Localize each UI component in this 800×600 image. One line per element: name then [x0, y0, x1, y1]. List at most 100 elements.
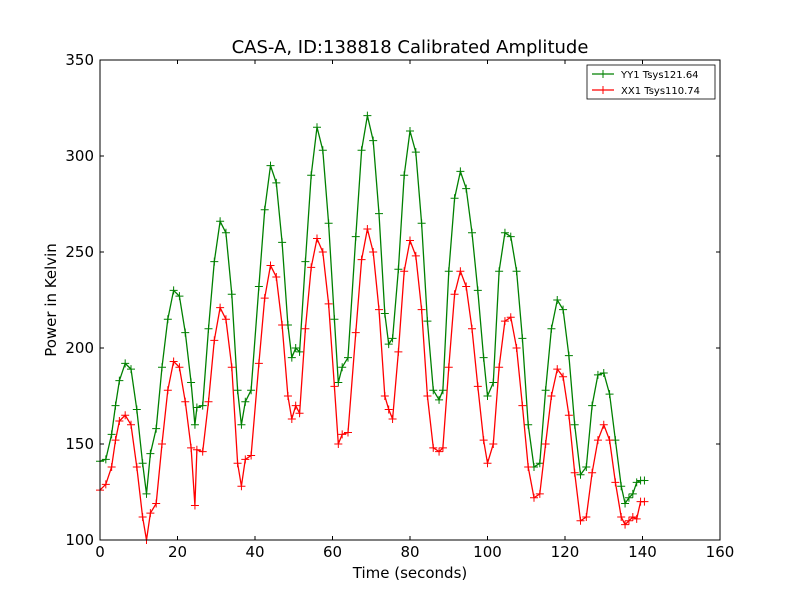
- data-point: [564, 351, 573, 360]
- data-point: [111, 436, 120, 445]
- legend-label: YY1 Tsys121.64: [620, 70, 699, 81]
- data-point: [599, 368, 608, 377]
- data-point: [324, 219, 333, 228]
- data-point: [190, 420, 199, 429]
- data-point: [483, 392, 492, 400]
- data-point: [338, 430, 347, 439]
- data-point: [216, 217, 225, 226]
- data-point: [506, 313, 515, 322]
- data-point: [530, 493, 538, 502]
- data-point: [473, 382, 482, 391]
- data-point: [541, 386, 550, 395]
- y-tick-label: 250: [65, 243, 94, 261]
- data-point: [632, 478, 641, 487]
- data-point: [357, 146, 366, 155]
- data-point: [152, 424, 161, 433]
- series-line: [99, 115, 645, 506]
- data-point: [512, 267, 521, 276]
- y-tick-label: 300: [65, 147, 94, 165]
- data-point: [146, 449, 155, 458]
- data-point: [559, 372, 568, 381]
- series-1: [96, 224, 649, 544]
- data-point: [152, 499, 161, 508]
- data-point: [417, 305, 426, 314]
- data-point: [266, 261, 275, 270]
- data-point: [444, 363, 453, 372]
- data-point: [115, 416, 124, 425]
- data-point: [175, 363, 184, 372]
- data-point: [394, 265, 403, 274]
- data-point: [254, 359, 263, 368]
- data-point: [295, 409, 304, 418]
- data-point: [462, 184, 471, 193]
- legend: YY1 Tsys121.64 XX1 Tsys110.74: [586, 64, 716, 100]
- data-point: [301, 257, 310, 266]
- data-point: [204, 397, 213, 406]
- data-point: [291, 401, 300, 410]
- data-point: [429, 443, 438, 452]
- data-point: [287, 353, 296, 362]
- data-point: [394, 347, 403, 356]
- data-point: [570, 468, 579, 477]
- data-point: [599, 420, 608, 429]
- data-point: [400, 171, 409, 180]
- data-point: [611, 478, 620, 487]
- data-point: [559, 305, 568, 314]
- data-point: [369, 248, 378, 256]
- data-point: [169, 357, 178, 366]
- data-point: [438, 386, 447, 395]
- data-point: [553, 296, 562, 304]
- data-point: [338, 363, 347, 372]
- data-point: [237, 482, 246, 491]
- x-tick-label: 40: [245, 543, 264, 561]
- data-point: [617, 512, 626, 521]
- data-point: [313, 234, 321, 243]
- data-point: [127, 365, 135, 374]
- data-point: [138, 459, 147, 468]
- data-point: [291, 344, 300, 352]
- legend-box: [586, 64, 716, 100]
- data-point: [260, 205, 269, 214]
- data-point: [570, 420, 579, 429]
- data-point: [512, 344, 521, 352]
- data-point: [227, 290, 236, 299]
- data-point: [192, 445, 201, 454]
- data-point: [142, 489, 151, 498]
- data-point: [227, 363, 236, 372]
- data-point: [624, 493, 633, 502]
- data-point: [628, 512, 637, 521]
- x-tick-label: 20: [168, 543, 187, 561]
- data-point: [169, 286, 178, 295]
- legend-marker: [599, 70, 607, 78]
- data-point: [313, 123, 321, 132]
- data-point: [547, 324, 556, 333]
- x-tick-label: 160: [706, 543, 735, 561]
- x-tick-label: 80: [400, 543, 419, 561]
- data-point: [628, 489, 637, 498]
- data-point: [121, 411, 130, 420]
- x-tick-label: 0: [95, 543, 105, 561]
- data-point: [132, 463, 141, 472]
- data-point: [518, 401, 527, 410]
- data-point: [210, 257, 219, 266]
- data-point: [605, 436, 614, 445]
- data-point: [101, 455, 110, 464]
- data-point: [301, 324, 310, 333]
- data-point: [107, 463, 116, 472]
- data-point: [621, 499, 630, 508]
- data-point: [260, 294, 269, 303]
- data-point: [233, 386, 242, 395]
- data-point: [429, 386, 438, 395]
- data-point: [593, 436, 602, 445]
- data-point: [423, 392, 432, 400]
- data-point: [380, 309, 389, 318]
- data-point: [524, 463, 533, 472]
- data-point: [576, 516, 585, 525]
- data-point: [483, 459, 492, 468]
- data-point: [334, 440, 343, 448]
- data-point: [444, 267, 453, 276]
- y-axis-label: Power in Kelvin: [42, 243, 60, 357]
- data-point: [318, 146, 327, 155]
- y-tick-label: 100: [65, 531, 94, 549]
- data-point: [146, 509, 155, 518]
